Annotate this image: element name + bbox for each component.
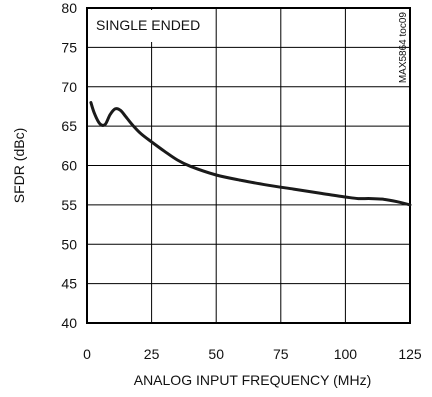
y-tick-label: 75 [61, 39, 77, 55]
y-tick-label: 55 [61, 197, 77, 213]
y-tick-label: 45 [61, 276, 77, 292]
y-tick-labels: 40 45 50 55 60 65 70 75 80 [61, 0, 77, 331]
sfdr-series-line [89, 101, 412, 207]
annotation-box [89, 10, 213, 42]
x-tick-label: 125 [398, 346, 422, 362]
y-tick-label: 50 [61, 236, 77, 252]
y-tick-label: 65 [61, 118, 77, 134]
y-axis-title: SFDR (dBc) [11, 128, 27, 203]
x-tick-label: 50 [208, 346, 224, 362]
y-tick-label: 70 [61, 79, 77, 95]
x-tick-label: 25 [144, 346, 160, 362]
annotation-label: SINGLE ENDED [96, 17, 200, 33]
grid-lines [86, 7, 411, 324]
x-tick-label: 0 [83, 346, 91, 362]
y-tick-label: 40 [61, 315, 77, 331]
x-tick-label: 75 [273, 346, 289, 362]
plot-frame [86, 7, 411, 324]
x-axis-title: ANALOG INPUT FREQUENCY (MHz) [134, 372, 372, 388]
y-tick-label: 80 [61, 0, 77, 16]
y-tick-label: 60 [61, 158, 77, 174]
x-tick-label: 100 [334, 346, 358, 362]
figure-code: MAX5864 toc09 [398, 12, 409, 84]
x-tick-labels: 0 25 50 75 100 125 [83, 346, 422, 362]
